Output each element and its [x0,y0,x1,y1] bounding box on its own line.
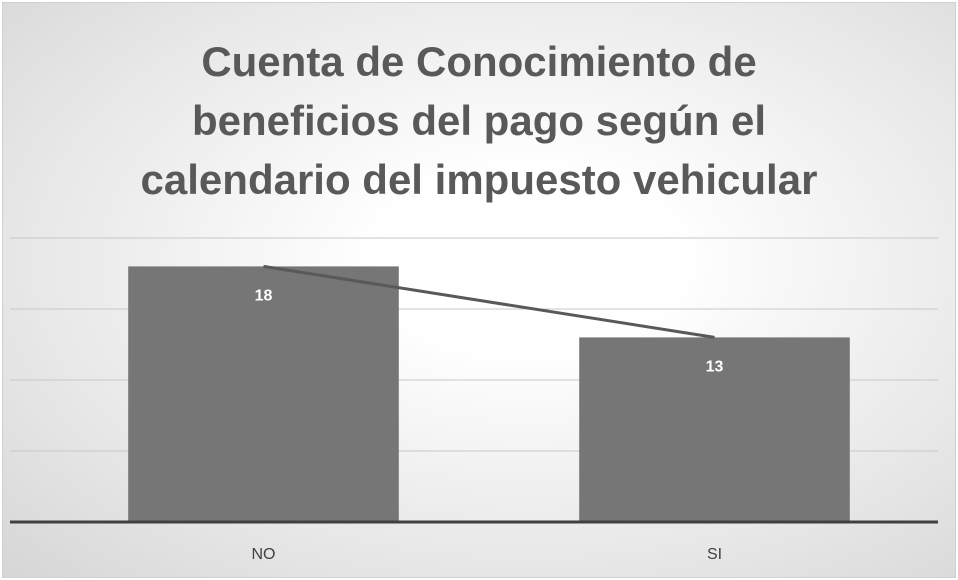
data-label: 13 [706,359,724,376]
x-tick-label: SI [707,546,722,563]
bar [579,337,850,522]
trend-line [263,264,715,339]
x-tick-label: NO [252,546,276,563]
data-label: 18 [255,288,273,305]
chart-title: Cuenta de Conocimiento de beneficios del… [140,38,818,203]
bar [128,266,399,522]
